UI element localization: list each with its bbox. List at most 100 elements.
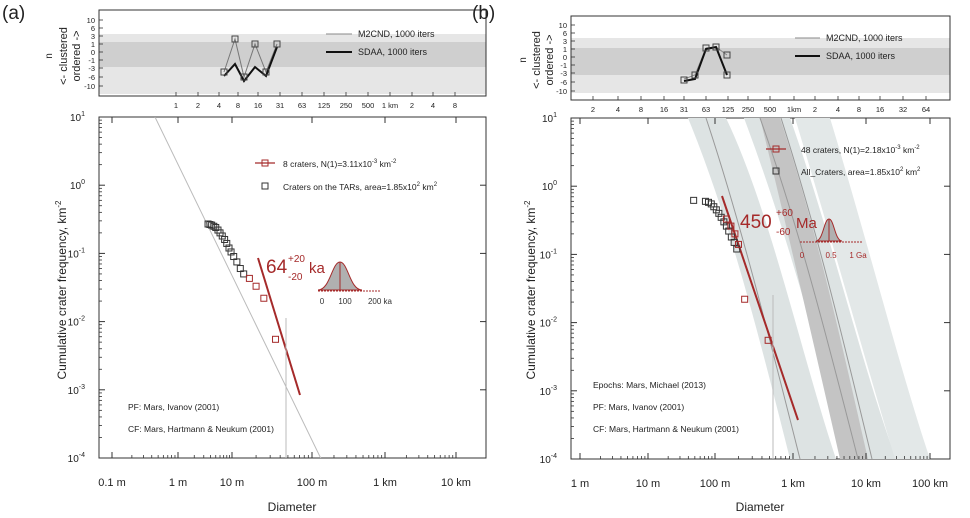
xtick-label: 1 m <box>571 478 589 490</box>
fit-point <box>252 282 260 290</box>
top-plot-frame-b <box>570 15 951 101</box>
panel-label-b: (b) <box>472 3 495 24</box>
top-marker <box>231 35 239 43</box>
crater-point <box>233 258 241 266</box>
top-xtick-label: 8 <box>857 105 861 114</box>
age-distribution-b: 0 0.5 1 Ga <box>800 218 867 260</box>
ytick-label: 10-4 <box>68 452 85 465</box>
ytick-label: 10-4 <box>540 453 557 466</box>
top-xtick-label: 1 <box>174 101 178 110</box>
ytick-label: 10-2 <box>68 316 85 329</box>
xtick-label: 1 m <box>169 477 187 489</box>
legend-m2cnd-a: M2CND, 1000 iters <box>358 29 435 39</box>
top-ytick-label: 0 <box>563 53 567 62</box>
age-unit-b: Ma <box>796 215 817 232</box>
fit-line-b <box>721 195 799 421</box>
age-value-b: 450 <box>740 212 772 233</box>
sigma-band-inner-b <box>571 48 950 75</box>
main-ylabel-b: Cumulative crater frequency, km-2 <box>523 200 538 380</box>
top-ytick-label: 10 <box>87 16 95 25</box>
top-xtick-label: 2 <box>410 101 414 110</box>
top-ylabel-ordered-b: ordered -> <box>544 34 556 85</box>
top-marker <box>702 44 710 52</box>
top-xticks-a: 1 2 4 8 16 31 63 125 250 500 1 km 2 4 8 <box>174 92 457 110</box>
xtick-label: 100 km <box>912 478 948 490</box>
age-minus-a: -20 <box>288 272 303 283</box>
top-xtick-label: 250 <box>340 101 353 110</box>
top-xtick-label: 8 <box>453 101 457 110</box>
top-xtick-label: 16 <box>254 101 262 110</box>
top-ytick-label: 6 <box>563 29 567 38</box>
top-xtick-label: 250 <box>742 105 755 114</box>
xtick-label: 0.1 m <box>98 477 126 489</box>
top-legend-a: M2CND, 1000 iters SDAA, 1000 iters <box>326 29 435 57</box>
top-ytick-label: -3 <box>560 69 567 78</box>
sdaa-curve-a <box>223 46 278 83</box>
isochron-3-b <box>780 118 873 459</box>
top-ytick-label: -10 <box>84 82 95 91</box>
ytick-label: 10-3 <box>540 385 557 398</box>
ytick-label: 10-3 <box>68 384 85 397</box>
top-marker <box>723 51 731 59</box>
main-plot-a: 101 100 10-1 10-2 10-3 10-4 0.1 m 1 m 10 m 100 m 1… <box>54 111 487 514</box>
top-ytick-label: -1 <box>88 56 95 65</box>
m2cnd-curve-a <box>223 37 278 79</box>
isochron-2-b <box>759 118 859 459</box>
age-axis-label-a: 200 ka <box>368 297 393 306</box>
fit-point <box>727 222 735 230</box>
legend-data-a: Craters on the TARs, area=1.85x102 km2 <box>283 182 438 192</box>
top-ytick-label: 10 <box>559 21 567 30</box>
top-ytick-label: -1 <box>560 61 567 70</box>
crater-point <box>210 222 218 230</box>
fit-point <box>741 295 749 303</box>
legend-m2cnd-b: M2CND, 1000 iters <box>826 33 903 43</box>
age-annotation-b: 450 +60 -60 Ma <box>740 208 817 238</box>
top-ytick-label: 1 <box>91 40 95 49</box>
top-xtick-label: 500 <box>362 101 375 110</box>
age-axis-label-a: 0 <box>320 297 325 306</box>
age-axis-label-b: 0.5 <box>825 251 837 260</box>
fit-point <box>734 240 742 248</box>
main-legend-b: 48 craters, N(1)=2.18x10-3 km-2 All_Crat… <box>766 145 921 177</box>
top-marker <box>680 76 688 84</box>
note-epochs-b: Epochs: Mars, Michael (2013) <box>593 380 706 390</box>
top-xtick-label: 63 <box>702 105 710 114</box>
fit-point <box>764 336 772 344</box>
xtick-label: 1 km <box>373 477 397 489</box>
top-xtick-label: 4 <box>431 101 435 110</box>
top-plot-frame-a <box>98 9 487 97</box>
top-xtick-label: 63 <box>298 101 306 110</box>
top-marker <box>240 73 248 81</box>
fit-point <box>272 335 280 343</box>
ytick-label: 10-1 <box>68 247 85 260</box>
age-axis-label-b: 1 Ga <box>849 251 867 260</box>
ytick-label: 10-2 <box>540 317 557 330</box>
legend-data-b: All_Craters, area=1.85x102 km2 <box>801 167 921 177</box>
crater-point <box>240 270 248 278</box>
age-unit-a: ka <box>309 260 326 277</box>
age-axis-label-b: 0 <box>800 251 805 260</box>
top-marker <box>262 68 270 76</box>
top-xtick-label: 500 <box>764 105 777 114</box>
top-xtick-label: 125 <box>318 101 331 110</box>
isochron-a <box>154 117 322 458</box>
legend-marker-data-b <box>772 167 780 175</box>
top-marker <box>251 40 259 48</box>
fit-point <box>245 274 253 282</box>
top-xtick-label: 2 <box>813 105 817 114</box>
top-xtick-label: 31 <box>680 105 688 114</box>
top-xtick-label: 4 <box>836 105 840 114</box>
top-ylabel-ordered-a: ordered -> <box>71 30 83 81</box>
main-plot-b: 101 100 10-1 10-2 10-3 10-4 1 m 10 m 100 m 1 km 10… <box>523 112 951 514</box>
fit-point <box>722 215 730 223</box>
legend-sdaa-a: SDAA, 1000 iters <box>358 47 428 57</box>
epoch-band-3-b <box>760 118 868 459</box>
top-ytick-label: 0 <box>91 48 95 57</box>
data-points-a <box>204 220 280 343</box>
note-cf-a: CF: Mars, Hartmann & Neukum (2001) <box>128 424 274 434</box>
